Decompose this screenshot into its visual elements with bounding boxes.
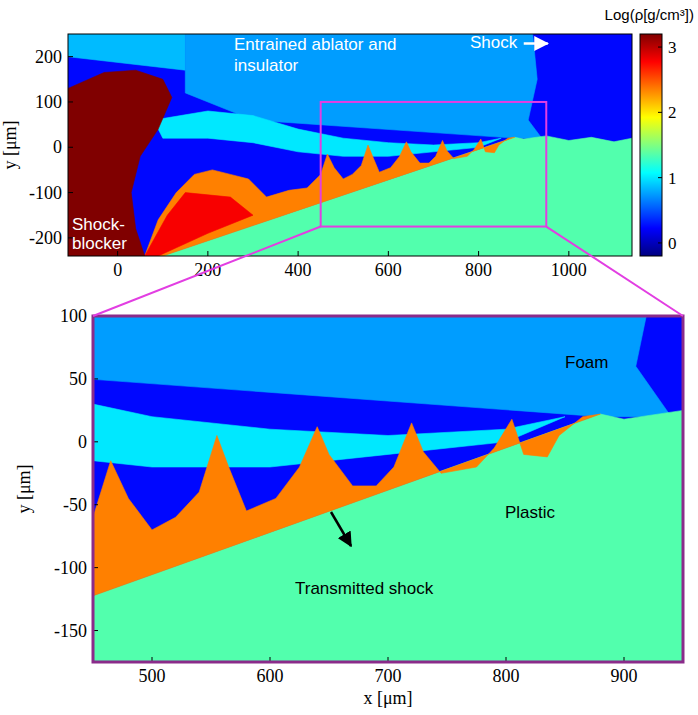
text-line: Transmitted shock: [295, 579, 434, 598]
x-tick-label: 800: [493, 666, 520, 686]
x-tick-label: 0: [113, 260, 122, 280]
density-region: [68, 34, 632, 256]
plot-frame: [93, 316, 683, 662]
y-tick-label: 100: [60, 306, 87, 326]
x-tick: [568, 251, 569, 256]
colorbar: [640, 34, 662, 256]
annotation: Transmitted shock: [295, 579, 434, 598]
x-tick: [478, 251, 479, 256]
density-region: [93, 316, 671, 417]
panel: 02004006008001000-200-1000100200y [μm]: [0, 34, 632, 280]
annotation: Shock-blocker: [72, 215, 127, 253]
density-region: [68, 70, 172, 256]
x-tick: [388, 251, 389, 256]
density-region: [154, 111, 502, 156]
x-tick-label: 900: [611, 666, 638, 686]
text-line: Foam: [565, 353, 608, 372]
y-axis-title: y [μm]: [0, 120, 20, 169]
density-field: [68, 34, 632, 256]
y-tick: [68, 147, 73, 148]
colorbar-tick-label: 1: [668, 169, 677, 188]
colorbar-tick-label: 3: [668, 38, 677, 57]
x-tick-label: 1000: [551, 260, 587, 280]
figure: 02004006008001000-200-1000100200y [μm]50…: [0, 0, 698, 715]
y-axis-title: y [μm]: [14, 464, 34, 513]
text-line: blocker: [72, 234, 127, 253]
density-region: [145, 137, 515, 256]
x-tick-label: 600: [375, 260, 402, 280]
panel: 500600700800900-150-100-50050100y [μm]x …: [0, 127, 698, 715]
y-tick-label: 0: [53, 137, 62, 157]
zoom-box: [321, 102, 547, 227]
y-tick-label: -150: [54, 621, 87, 641]
text-line: Plastic: [505, 503, 556, 522]
colorbar-tick: [658, 242, 662, 243]
y-tick-label: 200: [35, 47, 62, 67]
x-tick: [207, 251, 208, 256]
x-tick-label: 400: [285, 260, 312, 280]
x-tick: [298, 251, 299, 256]
annotation: Shock: [470, 33, 518, 52]
colorbar-tick: [658, 47, 662, 48]
shock-arrow: [524, 42, 548, 45]
y-tick-label: -200: [29, 228, 62, 248]
text-line: Entrained ablator and: [234, 35, 397, 54]
colorbar-tick-label: 2: [668, 103, 677, 122]
transmitted-shock-arrow: [331, 512, 351, 546]
annotation: Foam: [565, 353, 608, 372]
y-tick-label: -100: [54, 558, 87, 578]
density-region: [145, 193, 253, 256]
density-region: [68, 34, 185, 70]
density-field: [93, 316, 683, 662]
annotation: Entrained ablator and insulator: [234, 35, 397, 75]
annotation: Plastic: [505, 503, 556, 522]
y-tick-label: -100: [29, 183, 62, 203]
x-axis-title: x [μm]: [363, 688, 412, 708]
y-tick-label: 50: [69, 369, 87, 389]
density-region: [93, 414, 600, 662]
x-tick-label: 800: [465, 260, 492, 280]
y-tick-label: -50: [63, 495, 87, 515]
colorbar-title: Log(ρ[g/cm³]): [605, 6, 694, 23]
colorbar-tick: [658, 177, 662, 178]
y-tick: [68, 101, 73, 102]
density-region: [93, 316, 683, 662]
text-line: Shock: [470, 33, 518, 52]
text-line: insulator: [234, 56, 299, 75]
colorbar-tick-label: 0: [668, 234, 677, 253]
y-tick-label: 0: [78, 432, 87, 452]
x-tick-label: 700: [375, 666, 402, 686]
colorbar-tick: [658, 112, 662, 113]
x-tick-label: 500: [139, 666, 166, 686]
plot-frame: [68, 34, 632, 256]
zoom-connector: [93, 227, 321, 316]
y-tick-label: 100: [35, 92, 62, 112]
y-tick: [68, 192, 73, 193]
y-tick: [68, 56, 73, 57]
text-line: Shock-: [72, 215, 125, 234]
x-tick-label: 600: [257, 666, 284, 686]
